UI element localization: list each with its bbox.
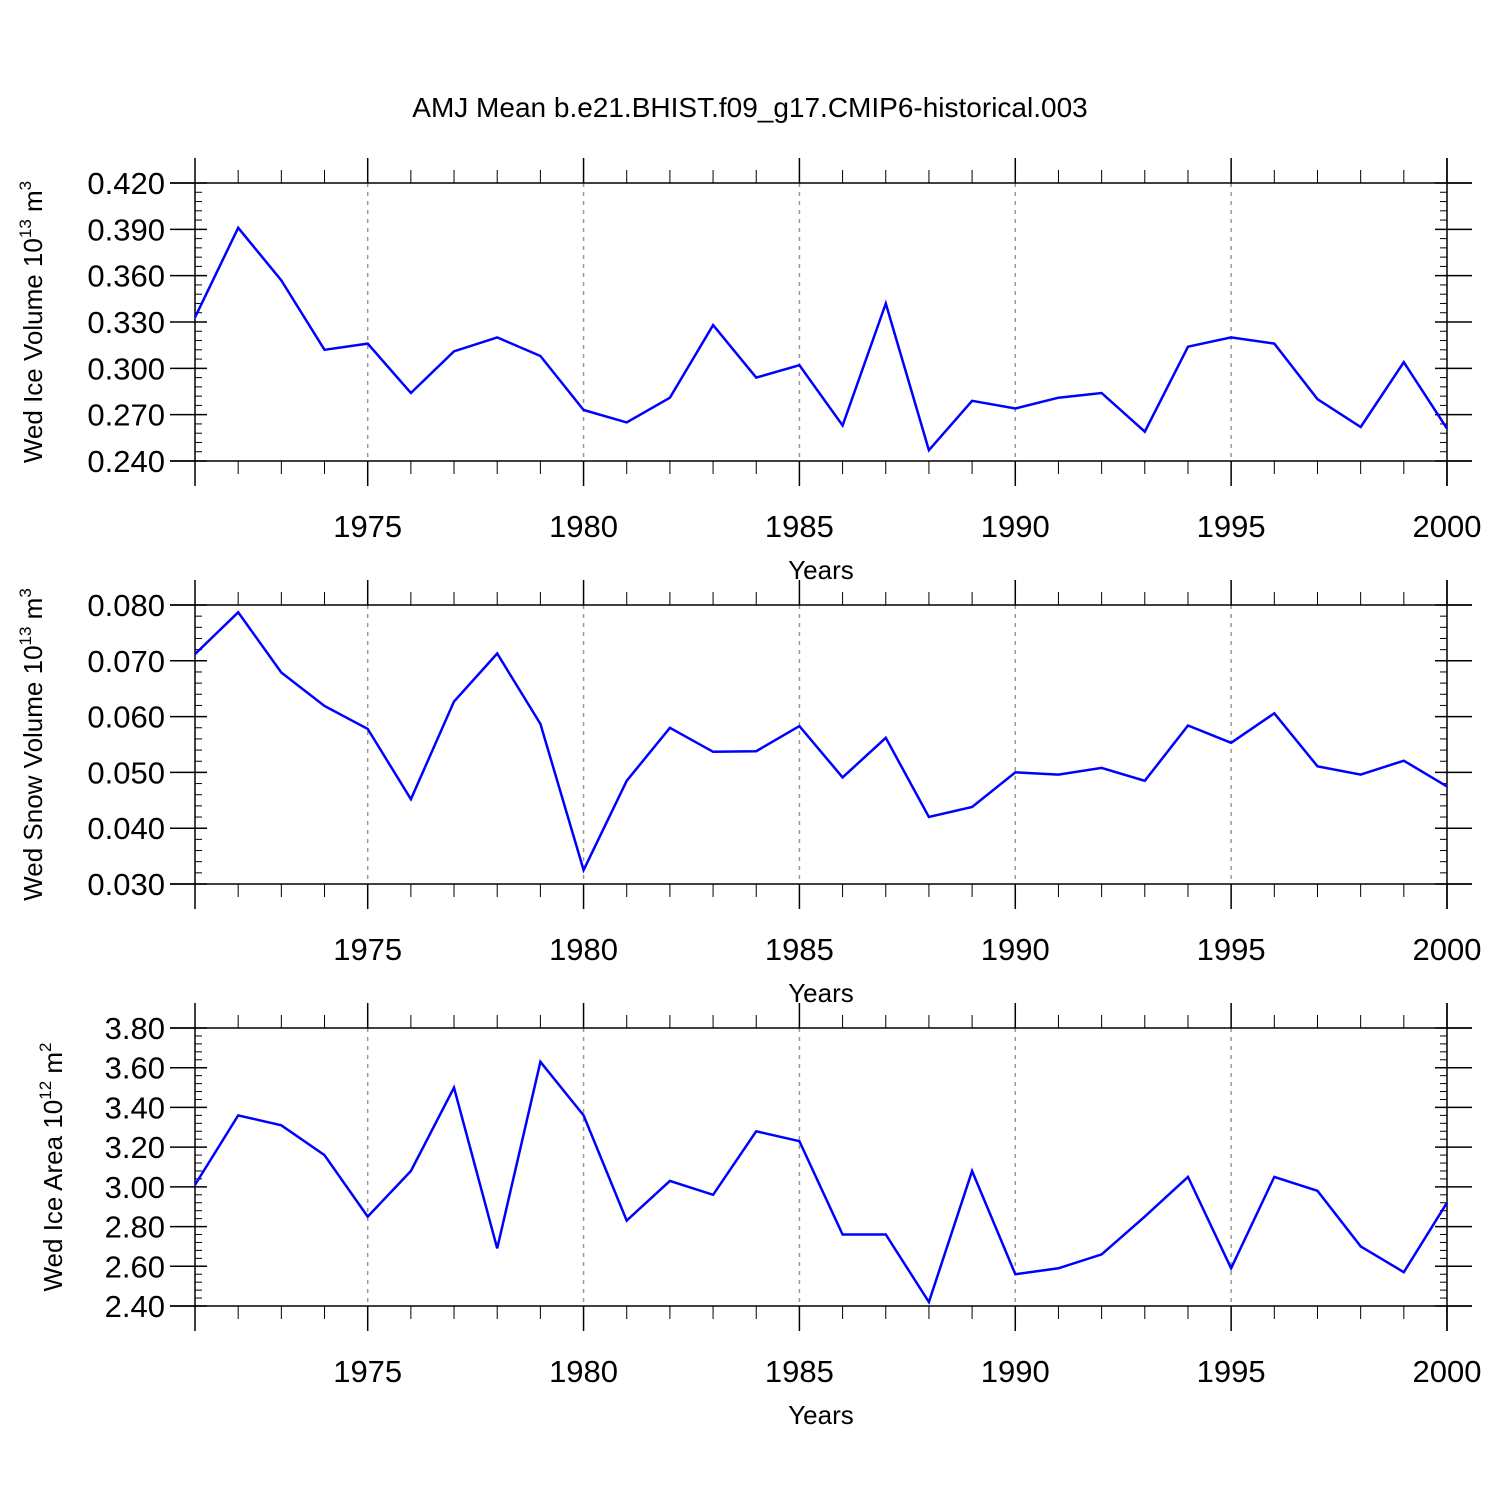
x-tick-label: 1995 (1197, 932, 1266, 967)
x-tick-label: 1990 (981, 509, 1050, 544)
figure-title: AMJ Mean b.e21.BHIST.f09_g17.CMIP6-histo… (412, 92, 1088, 123)
y-tick-label: 0.050 (87, 755, 165, 790)
y-tick-label: 0.360 (87, 259, 165, 294)
x-tick-label: 1985 (765, 1354, 834, 1389)
y-tick-label: 3.20 (105, 1130, 165, 1165)
y-tick-label: 0.270 (87, 398, 165, 433)
chart-panel-1: 0.420 0.390 0.360 0.330 0.300 0.270 0.240 1975 1… (16, 158, 1481, 585)
y-tick-label: 3.60 (105, 1051, 165, 1086)
y-tick-label: 2.60 (105, 1249, 165, 1284)
y-tick-label: 0.060 (87, 700, 165, 735)
x-tick-label: 1975 (333, 509, 402, 544)
y-tick-label: 0.390 (87, 212, 165, 247)
x-tick-label: 1995 (1197, 509, 1266, 544)
series-line (193, 1059, 1449, 1305)
x-axis-label: Years (788, 978, 854, 1008)
y-axis-label: Wed Ice Volume 1013 m3 (16, 181, 48, 463)
y-axis-label: Wed Snow Volume 1013 m3 (16, 588, 48, 901)
x-tick-label: 1975 (333, 932, 402, 967)
x-tick-label: 1985 (765, 509, 834, 544)
y-tick-label: 0.240 (87, 444, 165, 479)
x-tick-label: 1990 (981, 1354, 1050, 1389)
y-tick-label: 0.300 (87, 351, 165, 386)
y-tick-label: 2.40 (105, 1289, 165, 1324)
y-tick-label: 3.80 (105, 1011, 165, 1046)
x-tick-label: 1995 (1197, 1354, 1266, 1389)
chart-panel-3: 3.80 3.60 3.40 3.20 3.00 2.80 2.60 2.40 1975 1980… (36, 1003, 1481, 1430)
y-tick-label: 2.80 (105, 1210, 165, 1245)
series-line (193, 225, 1449, 453)
x-tick-label: 2000 (1413, 1354, 1482, 1389)
y-axis-label: Wed Ice Area 1012 m2 (36, 1042, 68, 1291)
x-tick-label: 1980 (549, 509, 618, 544)
x-axis-label: Years (788, 555, 854, 585)
y-tick-label: 3.00 (105, 1170, 165, 1205)
x-axis-label: Years (788, 1400, 854, 1430)
y-tick-label: 0.330 (87, 305, 165, 340)
y-tick-label: 0.030 (87, 867, 165, 902)
y-tick-label: 0.040 (87, 811, 165, 846)
chart-panel-2: 0.080 0.070 0.060 0.050 0.040 0.030 1975 1980 19… (16, 580, 1481, 1008)
y-tick-label: 0.070 (87, 644, 165, 679)
x-tick-label: 1980 (549, 1354, 618, 1389)
x-tick-label: 1985 (765, 932, 834, 967)
y-tick-label: 0.420 (87, 166, 165, 201)
x-tick-label: 1990 (981, 932, 1050, 967)
series-line (194, 610, 1448, 874)
y-tick-label: 3.40 (105, 1090, 165, 1125)
y-tick-label: 0.080 (87, 588, 165, 623)
x-tick-label: 2000 (1413, 509, 1482, 544)
x-tick-label: 1975 (333, 1354, 402, 1389)
x-tick-label: 2000 (1413, 932, 1482, 967)
x-tick-label: 1980 (549, 932, 618, 967)
